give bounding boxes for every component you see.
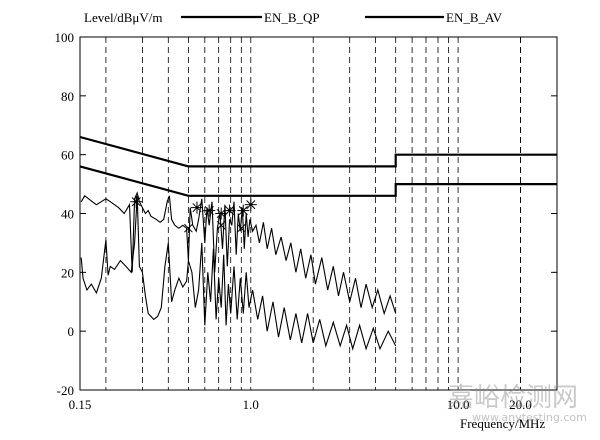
measurement-traces — [80, 191, 397, 351]
y-tick-label: 80 — [61, 89, 74, 104]
peak-marker — [225, 206, 235, 216]
limit-lines — [79, 135, 557, 197]
x-axis-label: Frequency/MHz — [460, 416, 545, 431]
legend: EN_B_QP EN_B_AV — [181, 10, 503, 25]
watermark-url: www.anytesting.com — [472, 411, 587, 424]
plot-frame — [79, 36, 558, 391]
x-tick-label: 0.15 — [69, 397, 92, 412]
peak-marker — [246, 200, 256, 210]
x-tick-label: 10.0 — [447, 397, 470, 412]
legend-label-av: EN_B_AV — [446, 10, 503, 25]
peak-marker — [204, 206, 214, 216]
watermark-text: 嘉峪检测网 — [448, 383, 578, 413]
avg-marker — [184, 223, 193, 233]
av-limit-line — [79, 165, 557, 197]
y-tick-label: -20 — [57, 383, 74, 398]
legend-label-qp: EN_B_QP — [264, 10, 320, 25]
y-axis-label: Level/dBμV/m — [84, 10, 162, 25]
y-tick-label: 60 — [61, 148, 74, 163]
y-tick-label: 20 — [61, 265, 74, 280]
average-trace-line — [80, 195, 397, 351]
avg-marker — [216, 220, 226, 230]
peak-trace-line — [80, 191, 397, 316]
y-axis-ticks: -20 0 20 40 60 80 100 — [55, 30, 557, 398]
y-tick-label: 40 — [61, 207, 74, 222]
peak-marker — [192, 203, 202, 213]
x-tick-label: 1.0 — [243, 397, 259, 412]
y-tick-label: 100 — [55, 30, 75, 45]
peak-marker — [131, 197, 141, 207]
qp-limit-line — [79, 135, 557, 168]
avg-marker — [236, 223, 246, 233]
x-axis-ticks: 0.15 1.0 10.0 20.0 — [69, 397, 532, 412]
x-tick-label: 20.0 — [509, 397, 532, 412]
peak-marker — [238, 206, 248, 216]
vertical-gridlines — [105, 37, 521, 390]
peak-markers — [130, 195, 257, 233]
y-tick-label: 0 — [68, 324, 75, 339]
